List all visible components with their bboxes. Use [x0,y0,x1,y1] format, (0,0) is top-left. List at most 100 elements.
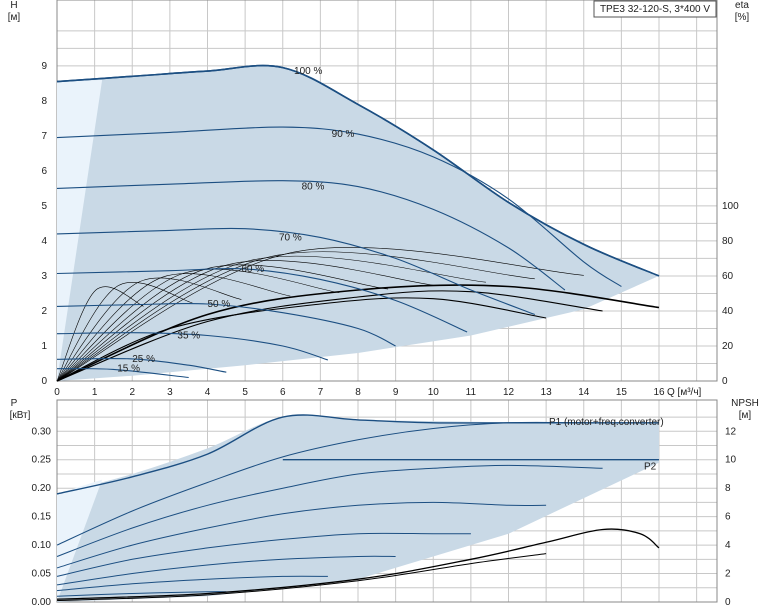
x-tick-label: 5 [242,387,248,398]
y-right-axis-unit: [%] [735,12,750,23]
x-tick-label: 10 [428,387,440,398]
y-axis-label: P [11,398,18,409]
head-curve [56,302,396,347]
head-curve [56,368,189,379]
y-tick-label: 5 [41,201,47,212]
y-right-tick-label: 20 [722,341,734,352]
efficiency-arc [56,273,291,382]
x-tick-label: 6 [280,387,286,398]
max-speed-outline [56,64,660,277]
title-box [593,0,717,18]
head-curve [56,180,566,291]
y-right-tick-label: 40 [722,306,734,317]
efficiency-arc [56,277,242,382]
y-tick-label: 1 [41,341,47,352]
head-curve-label: 70 % [279,232,302,243]
head-curve [56,227,535,316]
chart-title: TPE3 32-120-S, 3*400 V [600,4,710,15]
head-curve [56,332,329,361]
x-tick-label: 15 [616,387,628,398]
head-curve-label: 100 % [294,66,322,77]
y-right-tick-label: 2 [725,569,731,580]
y-right-tick-label: 4 [725,540,731,551]
y-right-tick-label: 6 [725,512,731,523]
p2-curve-label: P2 [644,462,657,473]
y-right-tick-label: 0 [725,597,731,608]
y-right-tick-label: 80 [722,236,734,247]
efficiency-curve [56,297,547,382]
x-tick-label: 1 [92,387,98,398]
y-right-tick-label: 8 [725,483,731,494]
y-tick-label: 0.15 [32,512,52,523]
y-tick-label: 0.25 [32,455,52,466]
efficiency-curve [56,284,660,382]
x-tick-label: 3 [167,387,173,398]
y-tick-label: 4 [41,236,47,247]
y-right-axis-unit: [м] [739,410,752,421]
efficiency-arc [56,286,144,382]
y-axis-label: H [10,0,17,11]
head-curve-label: 35 % [177,330,200,341]
y-tick-label: 0.10 [32,540,52,551]
y-tick-label: 9 [41,61,47,72]
y-tick-label: 0 [41,376,47,387]
power-curve [56,591,227,597]
head-curve [56,126,622,287]
p1-curve-label: P1 (motor+freq.converter) [549,417,664,428]
operating-region [57,65,659,382]
power-curve [56,501,547,569]
power-curve [56,532,471,577]
npsh-curve [56,528,660,600]
head-curve-label: 90 % [332,129,355,140]
y-right-tick-label: 100 [722,201,739,212]
y-right-tick-label: 60 [722,271,734,282]
x-tick-label: 0 [54,387,60,398]
y-tick-label: 0.20 [32,483,52,494]
head-curve-label: 80 % [302,182,325,193]
low-flow-region [57,479,103,602]
head-curve-label: 15 % [117,364,140,375]
power-curve [56,421,584,546]
head-curve-label: 25 % [132,354,155,365]
x-tick-label: 8 [355,387,361,398]
x-tick-label: 11 [466,387,477,398]
y-right-tick-label: 10 [725,455,737,466]
y-tick-label: 0.00 [32,597,52,608]
y-right-tick-label: 12 [725,426,737,437]
x-tick-label: 16 [653,387,665,398]
efficiency-arc [56,251,535,382]
x-tick-label: 7 [318,387,324,398]
power-curve [56,464,603,557]
y-axis-unit: [м] [8,12,21,23]
operating-region [57,415,659,602]
power-curve [56,555,396,586]
x-tick-label: 2 [129,387,135,398]
x-tick-label: 4 [205,387,211,398]
x-tick-label: 9 [393,387,399,398]
y-right-tick-label: 0 [722,376,728,387]
efficiency-arc [56,247,584,382]
y-tick-label: 7 [41,131,47,142]
efficiency-arc [56,268,340,382]
y-right-axis-label: eta [735,0,749,11]
x-tick-label: 13 [541,387,553,398]
y-tick-label: 2 [41,306,47,317]
y-tick-label: 0.30 [32,426,52,437]
head-curve [56,357,227,373]
head-curve [56,267,468,333]
efficiency-arc [56,255,486,382]
y-axis-unit: [кВт] [10,410,31,421]
efficiency-arc [56,281,193,382]
x-tick-label: 12 [503,387,515,398]
y-tick-label: 6 [41,166,47,177]
npsh-curve [56,553,547,602]
x-tick-label: 14 [578,387,590,398]
y-tick-label: 0.05 [32,569,52,580]
head-curve-label: 50 % [208,299,231,310]
y-tick-label: 8 [41,96,47,107]
y-tick-label: 3 [41,271,47,282]
efficiency-arc [56,260,438,382]
power-curve [56,575,328,592]
